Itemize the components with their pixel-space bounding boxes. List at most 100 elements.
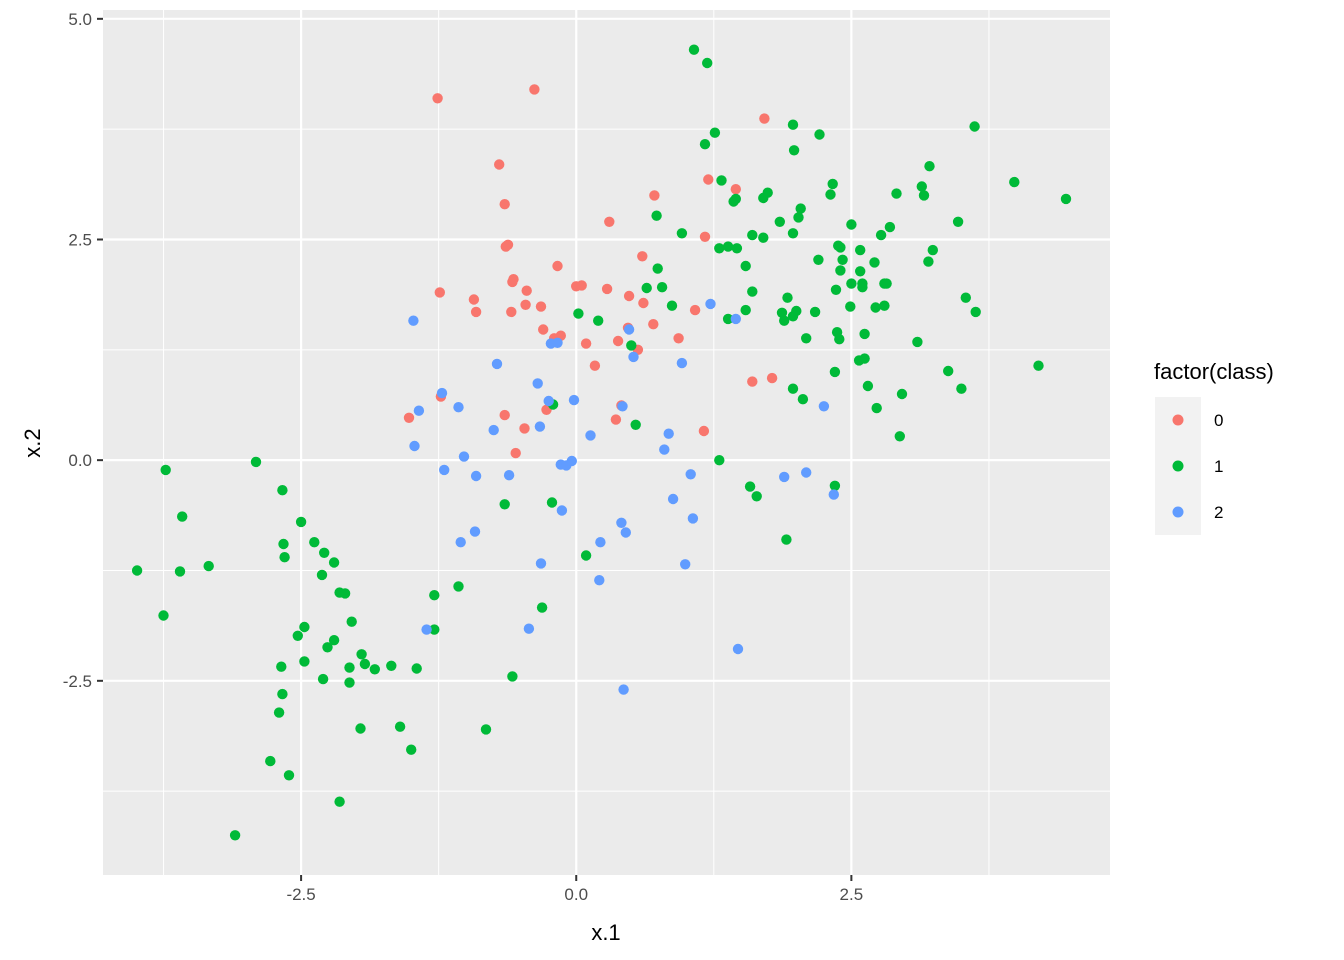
data-point-class-1 [369, 664, 380, 675]
data-point-class-0 [521, 285, 532, 296]
data-point-class-1 [956, 383, 967, 394]
data-point-class-1 [830, 284, 842, 295]
data-point-class-1 [359, 658, 371, 670]
data-point-class-2 [439, 464, 450, 476]
legend-label: 1 [1214, 457, 1223, 476]
data-point-class-1 [283, 770, 295, 781]
data-point-class-2 [535, 558, 547, 569]
data-point-class-1 [855, 244, 866, 256]
data-point-class-1 [787, 228, 799, 239]
data-point-class-1 [869, 257, 880, 268]
data-point-class-0 [623, 290, 635, 302]
data-point-class-1 [265, 755, 276, 767]
data-point-class-1 [344, 677, 355, 688]
x-axis-ticks: -2.5 0.0 2.5 [286, 875, 863, 904]
data-point-class-1 [894, 431, 905, 442]
data-point-class-1 [788, 145, 800, 156]
data-point-class-1 [744, 481, 756, 492]
data-points [131, 44, 1072, 841]
data-point-class-2 [421, 624, 432, 635]
data-point-class-2 [534, 421, 546, 432]
data-point-class-0 [766, 372, 778, 384]
data-point-class-1 [593, 315, 604, 326]
data-point-class-1 [846, 278, 857, 289]
data-point-class-1 [346, 616, 357, 627]
data-point-class-2 [594, 575, 605, 586]
data-point-class-0 [494, 159, 505, 170]
data-point-class-0 [638, 297, 649, 309]
legend-key-dot [1172, 414, 1184, 426]
data-point-class-1 [814, 129, 825, 140]
data-point-class-1 [747, 286, 758, 297]
data-point-class-1 [855, 266, 866, 277]
data-point-class-0 [502, 239, 514, 250]
data-point-class-1 [630, 419, 641, 430]
data-point-class-1 [952, 216, 964, 227]
data-point-class-1 [299, 621, 310, 633]
data-point-class-1 [480, 724, 492, 735]
data-point-class-2 [680, 559, 691, 570]
data-point-class-1 [870, 302, 881, 313]
data-point-class-2 [470, 470, 482, 482]
data-point-class-1 [250, 456, 262, 468]
data-point-class-1 [278, 538, 289, 550]
data-point-class-1 [328, 557, 340, 568]
data-point-class-1 [795, 203, 806, 214]
data-point-class-1 [356, 649, 367, 660]
x-tick-label: 2.5 [840, 885, 864, 904]
data-point-class-1 [787, 119, 799, 130]
data-point-class-2 [687, 513, 699, 524]
data-point-class-1 [429, 624, 440, 635]
plot-panel [103, 10, 1110, 875]
data-point-class-0 [520, 299, 531, 310]
data-point-class-1 [507, 671, 518, 682]
data-point-class-1 [652, 263, 663, 274]
data-point-class-0 [612, 335, 624, 347]
data-point-class-2 [628, 351, 639, 363]
data-point-class-0 [637, 251, 648, 262]
data-point-class-0 [604, 216, 615, 227]
data-point-class-2 [617, 401, 628, 412]
y-axis-title: x.2 [20, 428, 45, 457]
data-point-class-0 [510, 447, 521, 459]
data-point-class-1 [825, 189, 836, 200]
data-point-class-0 [468, 294, 480, 305]
data-point-class-1 [309, 537, 320, 548]
data-point-class-0 [673, 333, 684, 344]
y-tick-label: 5.0 [68, 10, 92, 29]
data-point-class-2 [453, 402, 464, 413]
data-point-class-1 [334, 587, 345, 598]
data-point-class-1 [174, 566, 186, 577]
data-point-class-1 [394, 721, 406, 732]
data-point-class-1 [916, 181, 927, 192]
data-point-class-1 [912, 336, 923, 348]
data-point-class-1 [731, 243, 743, 254]
data-point-class-1 [896, 388, 908, 400]
data-point-class-2 [532, 378, 543, 389]
data-point-class-2 [801, 467, 812, 478]
data-point-class-2 [618, 684, 629, 695]
data-point-class-1 [276, 661, 287, 672]
data-point-class-1 [1009, 176, 1020, 188]
data-point-class-1 [131, 565, 143, 576]
data-point-class-1 [641, 282, 652, 294]
data-point-class-1 [277, 688, 288, 700]
data-point-class-0 [434, 287, 445, 298]
data-point-class-0 [529, 84, 540, 95]
data-point-class-1 [158, 610, 169, 621]
data-point-class-0 [538, 324, 549, 335]
legend-keys: 0 1 2 [1155, 397, 1223, 535]
data-point-class-0 [730, 184, 741, 195]
data-point-class-1 [292, 630, 303, 641]
data-point-class-1 [203, 560, 214, 572]
data-point-class-2 [488, 424, 499, 436]
data-point-class-1 [829, 480, 841, 491]
data-point-class-2 [523, 623, 535, 634]
data-point-class-0 [601, 283, 613, 295]
data-point-class-1 [740, 304, 751, 316]
legend-label: 2 [1214, 503, 1223, 522]
data-point-class-0 [535, 301, 547, 312]
y-axis-ticks: -2.5 0.0 2.5 5.0 [63, 10, 103, 691]
data-point-class-1 [316, 569, 328, 581]
data-point-class-2 [491, 358, 503, 370]
